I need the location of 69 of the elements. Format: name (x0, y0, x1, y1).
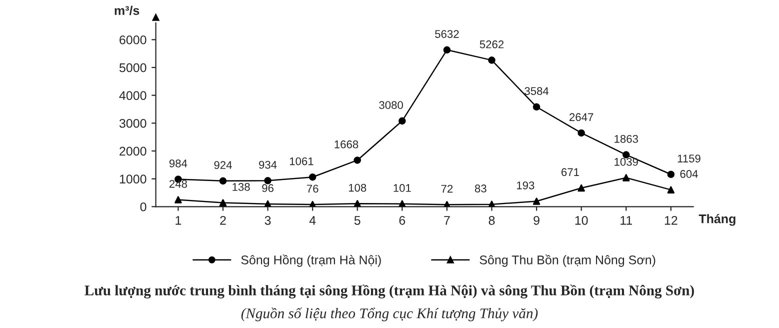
y-tick-label: 2000 (120, 146, 146, 156)
data-label: 5632 (435, 30, 459, 38)
data-label: 83 (474, 184, 486, 192)
data-label: 1039 (614, 158, 638, 166)
text: Lưu lượng nước trung bình tháng tại sông Hồng (trạm Hà Nội) và sông Thu Bồn (trạm Nông Sơn) (84, 284, 694, 298)
point (532, 198, 540, 205)
data-label: 3080 (379, 101, 403, 110)
x-tick-label: 12 (664, 216, 678, 225)
data-label: 1061 (290, 157, 314, 166)
data-label: 1668 (334, 140, 358, 148)
data-label: 193 (517, 181, 534, 190)
x-axis-title: Tháng (698, 214, 736, 226)
data-label: 76 (306, 184, 318, 193)
legend-label: Sông Thu Bồn (trạm Nông Sơn) (480, 254, 656, 267)
x-tick-label: 10 (575, 216, 588, 225)
point (219, 177, 227, 185)
point (398, 117, 406, 125)
point (354, 200, 362, 207)
point (622, 151, 630, 158)
x-tick-label: 2 (220, 216, 226, 225)
data-label: 5262 (480, 40, 504, 48)
data-label: 924 (214, 161, 232, 170)
data-label: 138 (232, 183, 250, 191)
data-label: 984 (169, 159, 188, 168)
point (443, 46, 451, 54)
data-label: 3584 (524, 87, 549, 95)
point (308, 173, 316, 181)
y-tick-label: 6000 (120, 35, 146, 44)
point (622, 174, 630, 182)
x-tick-label: 6 (399, 216, 406, 225)
data-label: 934 (259, 160, 277, 169)
point (532, 103, 540, 111)
point (354, 156, 362, 164)
point (667, 170, 675, 178)
data-label: 248 (169, 180, 187, 188)
data-label: 108 (348, 184, 366, 192)
x-tick-label: 9 (534, 216, 540, 225)
point (578, 129, 585, 137)
data-label: 96 (262, 184, 274, 192)
y-tick-label: 1000 (120, 174, 146, 184)
y-tick-label: 3000 (119, 118, 146, 128)
point (264, 200, 272, 207)
y-tick-label: 5000 (119, 63, 146, 72)
x-tick-label: 1 (176, 216, 182, 225)
data-label: 671 (562, 168, 579, 176)
data-label: 101 (394, 184, 411, 192)
y-tick-label: 4000 (119, 91, 146, 100)
y-axis-title: m³/s (114, 6, 140, 16)
point (667, 186, 675, 194)
text: (Nguồn số liệu theo Tổng cục Khí tượng Thủy văn) (241, 308, 538, 322)
data-label: 1159 (678, 154, 700, 162)
point (398, 200, 406, 207)
x-tick-label: 11 (620, 216, 632, 225)
point (488, 56, 496, 64)
point (578, 184, 585, 192)
x-tick-label: 5 (354, 216, 360, 225)
point (219, 199, 227, 206)
x-tick-label: 4 (309, 216, 316, 225)
x-tick-label: 8 (488, 216, 495, 225)
data-label: 1863 (614, 135, 638, 143)
data-label: 604 (680, 170, 698, 178)
data-label: 72 (441, 184, 453, 193)
x-tick-label: 3 (264, 216, 271, 225)
legend-label: Sông Hồng (trạm Hà Nội) (241, 254, 381, 267)
data-label: 2647 (570, 113, 594, 122)
point (174, 196, 182, 204)
y-tick-label: 0 (140, 202, 146, 212)
point (264, 177, 272, 184)
x-tick-label: 7 (444, 216, 450, 225)
